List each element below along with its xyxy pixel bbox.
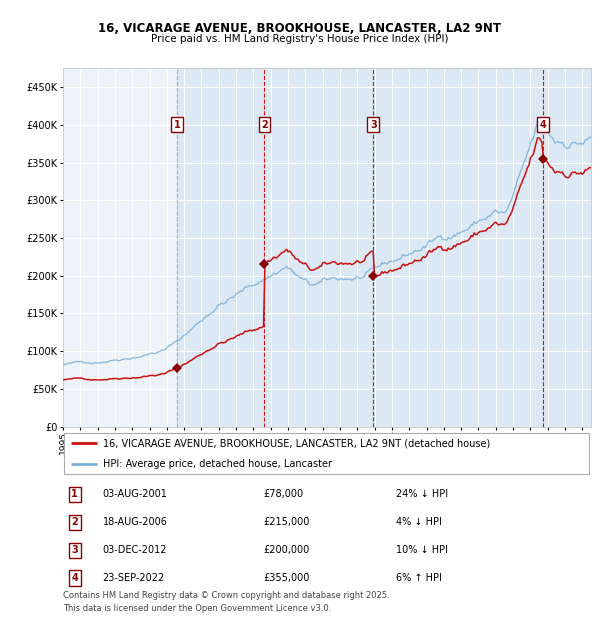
Text: HPI: Average price, detached house, Lancaster: HPI: Average price, detached house, Lanc… [103,459,332,469]
FancyBboxPatch shape [64,433,589,474]
Text: 1: 1 [173,120,181,130]
Text: 18-AUG-2006: 18-AUG-2006 [103,517,167,528]
Text: 16, VICARAGE AVENUE, BROOKHOUSE, LANCASTER, LA2 9NT (detached house): 16, VICARAGE AVENUE, BROOKHOUSE, LANCAST… [103,438,490,448]
Text: £215,000: £215,000 [263,517,310,528]
Text: £355,000: £355,000 [263,573,310,583]
Text: 24% ↓ HPI: 24% ↓ HPI [395,489,448,500]
Bar [177,68,600,427]
Text: £200,000: £200,000 [263,545,310,556]
Text: 23-SEP-2022: 23-SEP-2022 [103,573,165,583]
Text: 3: 3 [71,545,78,556]
Text: 03-AUG-2001: 03-AUG-2001 [103,489,167,500]
Text: £78,000: £78,000 [263,489,304,500]
Text: Price paid vs. HM Land Registry's House Price Index (HPI): Price paid vs. HM Land Registry's House … [151,34,449,44]
Text: 6% ↑ HPI: 6% ↑ HPI [395,573,442,583]
Text: 1: 1 [71,489,78,500]
Text: 4: 4 [71,573,78,583]
Text: 4% ↓ HPI: 4% ↓ HPI [395,517,442,528]
Text: 03-DEC-2012: 03-DEC-2012 [103,545,167,556]
Text: 4: 4 [539,120,547,130]
Text: 2: 2 [261,120,268,130]
Text: 2: 2 [71,517,78,528]
Text: 10% ↓ HPI: 10% ↓ HPI [395,545,448,556]
Text: Contains HM Land Registry data © Crown copyright and database right 2025.
This d: Contains HM Land Registry data © Crown c… [63,591,389,613]
Text: 3: 3 [370,120,377,130]
Text: 16, VICARAGE AVENUE, BROOKHOUSE, LANCASTER, LA2 9NT: 16, VICARAGE AVENUE, BROOKHOUSE, LANCAST… [98,22,502,35]
